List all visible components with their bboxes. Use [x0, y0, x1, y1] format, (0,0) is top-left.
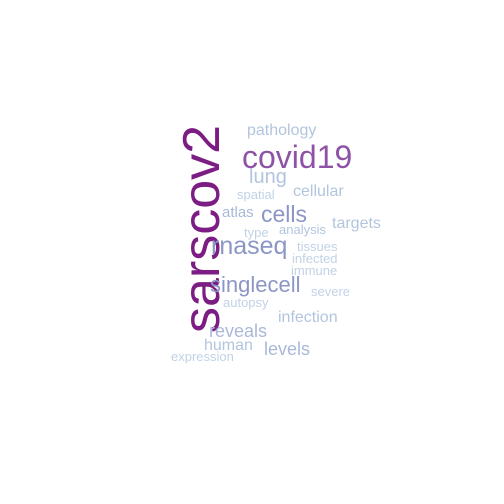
word-spatial: spatial: [237, 187, 275, 202]
word-autopsy: autopsy: [223, 295, 269, 310]
word-tissues: tissues: [297, 239, 338, 254]
word-lung: lung: [249, 166, 287, 188]
word-reveals: reveals: [209, 321, 268, 341]
word-singlecell: singlecell: [210, 272, 301, 297]
word-infection: infection: [278, 309, 338, 326]
word-analysis: analysis: [279, 222, 326, 237]
word-covid19: covid19: [242, 139, 353, 175]
word-cellular: cellular: [293, 183, 344, 200]
word-severe: severe: [311, 284, 351, 299]
word-infected: infected: [292, 251, 338, 266]
word-expression: expression: [171, 349, 234, 364]
word-targets: targets: [332, 215, 381, 232]
word-atlas: atlas: [222, 204, 254, 221]
word-rnaseq: rnaseq: [211, 232, 288, 260]
word-cells: cells: [261, 201, 308, 227]
word-immune: immune: [291, 263, 338, 278]
word-levels: levels: [264, 339, 311, 359]
word-type: type: [244, 225, 269, 240]
word-sarscov2: sarscov2: [173, 124, 231, 333]
word-human: human: [204, 337, 253, 354]
word-pathology: pathology: [247, 122, 317, 139]
